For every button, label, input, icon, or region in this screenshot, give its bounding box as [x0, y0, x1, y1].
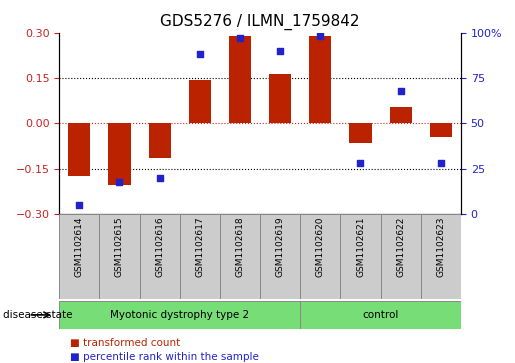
Bar — [180, 214, 220, 299]
Text: GSM1102616: GSM1102616 — [155, 217, 164, 277]
Text: GSM1102622: GSM1102622 — [396, 217, 405, 277]
Text: GSM1102615: GSM1102615 — [115, 217, 124, 277]
Bar — [109, 123, 130, 185]
Text: GSM1102619: GSM1102619 — [276, 217, 285, 277]
Bar — [220, 214, 260, 299]
Bar — [340, 214, 381, 299]
Bar — [269, 73, 291, 123]
Title: GDS5276 / ILMN_1759842: GDS5276 / ILMN_1759842 — [160, 14, 360, 30]
Bar — [149, 123, 170, 158]
Text: GSM1102614: GSM1102614 — [75, 217, 84, 277]
Bar — [99, 214, 140, 299]
Point — [437, 160, 445, 166]
Text: GSM1102620: GSM1102620 — [316, 217, 325, 277]
Bar — [260, 214, 300, 299]
Text: disease state: disease state — [3, 310, 72, 320]
Bar — [300, 214, 340, 299]
Bar — [300, 301, 461, 329]
Bar — [229, 36, 251, 123]
Point — [397, 88, 405, 94]
Point — [196, 52, 204, 57]
Point — [276, 48, 284, 54]
Text: GSM1102618: GSM1102618 — [235, 217, 245, 277]
Bar — [430, 123, 452, 137]
Text: Myotonic dystrophy type 2: Myotonic dystrophy type 2 — [110, 310, 249, 320]
Point — [236, 35, 244, 41]
Bar — [421, 214, 461, 299]
Text: ■ transformed count: ■ transformed count — [70, 338, 180, 348]
Bar — [189, 79, 211, 123]
Text: GSM1102623: GSM1102623 — [436, 217, 445, 277]
Bar — [59, 214, 99, 299]
Text: GSM1102621: GSM1102621 — [356, 217, 365, 277]
Text: control: control — [363, 310, 399, 320]
Point — [316, 33, 324, 39]
Point — [156, 175, 164, 181]
Bar — [59, 301, 300, 329]
Bar — [350, 123, 371, 143]
Bar — [140, 214, 180, 299]
Bar — [310, 36, 331, 123]
Point — [115, 179, 124, 184]
Point — [356, 160, 365, 166]
Bar — [381, 214, 421, 299]
Text: ■ percentile rank within the sample: ■ percentile rank within the sample — [70, 352, 259, 362]
Bar — [390, 107, 411, 123]
Text: GSM1102617: GSM1102617 — [195, 217, 204, 277]
Bar — [68, 123, 90, 176]
Point — [75, 202, 83, 208]
